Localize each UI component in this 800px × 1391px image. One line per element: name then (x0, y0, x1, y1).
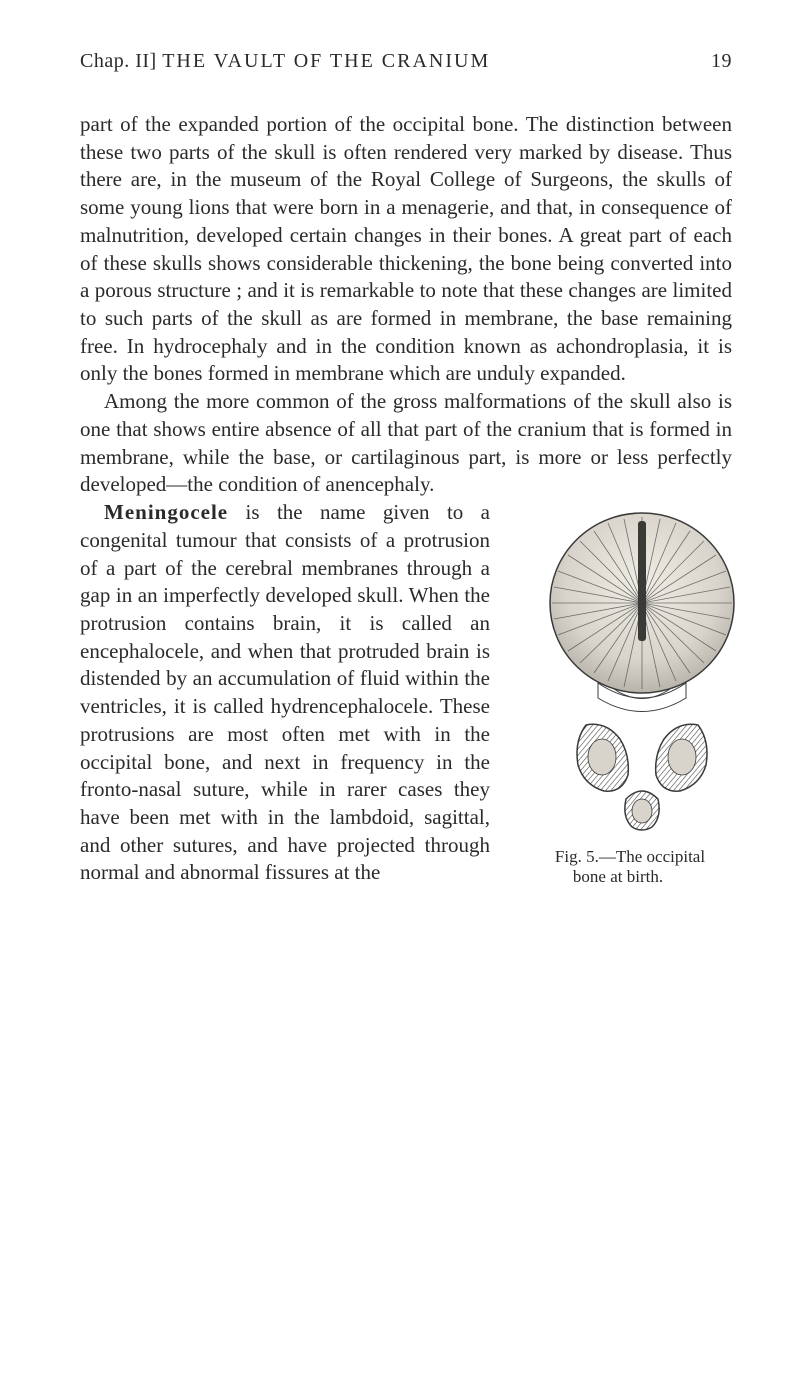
figure-5: Fig. 5.—The occipital bone at birth. (504, 503, 732, 898)
header-title: THE VAULT OF THE CRANIUM (162, 50, 490, 72)
paragraph-3-text: is the name given to a congenital tumour… (80, 500, 490, 884)
page-header: Chap. II] THE VAULT OF THE CRANIUM 19 (80, 50, 732, 73)
figure-caption: Fig. 5.—The occipital bone at birth. (504, 847, 732, 888)
basilar-part (625, 791, 659, 830)
paragraph-1: part of the expanded portion of the occi… (80, 111, 732, 388)
occipital-bone-illustration (528, 503, 756, 833)
caption-line-2: bone at birth. (573, 867, 663, 886)
page-number: 19 (711, 50, 732, 73)
paragraph-3-wrapper: Fig. 5.—The occipital bone at birth. Men… (80, 499, 732, 887)
chapter-label: Chap. II] THE VAULT OF THE CRANIUM (80, 50, 490, 73)
squamous-part (550, 513, 734, 712)
body-text: part of the expanded portion of the occi… (80, 111, 732, 887)
caption-line-1: Fig. 5.—The occipital (555, 847, 705, 866)
meningocele-term: Meningocele (104, 500, 228, 524)
lateral-part-left (577, 724, 628, 791)
paragraph-2: Among the more common of the gross malfo… (80, 388, 732, 499)
chapter-text: Chap. II] (80, 50, 157, 72)
lateral-part-right (656, 724, 707, 791)
